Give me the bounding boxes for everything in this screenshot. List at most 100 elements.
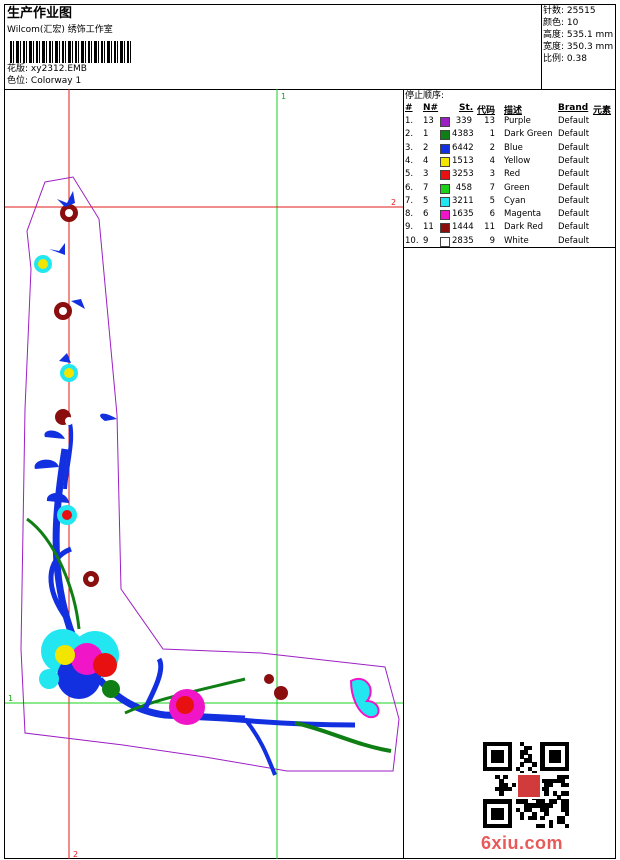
cell-brand: Default xyxy=(558,142,590,153)
small-flower-6 xyxy=(57,505,77,525)
cell-code: 1 xyxy=(489,129,495,140)
qr-module xyxy=(483,766,488,771)
qr-module xyxy=(507,823,512,829)
color-swatch xyxy=(440,210,450,221)
qr-module xyxy=(556,758,562,763)
cell-code: 11 xyxy=(484,222,495,233)
qr-module xyxy=(503,782,508,788)
qr-module xyxy=(499,778,504,784)
stat-row: 高度: 535.1 mm xyxy=(543,30,613,41)
qr-module xyxy=(552,750,557,755)
cell-needle: 3 xyxy=(423,169,429,180)
qr-module xyxy=(544,811,549,816)
qr-module xyxy=(560,791,566,796)
qr-module xyxy=(519,750,525,755)
qr-module xyxy=(540,754,545,759)
qr-module xyxy=(483,746,488,751)
qr-module xyxy=(540,766,545,771)
qr-module xyxy=(495,823,500,829)
small-flower-5 xyxy=(55,409,73,425)
cell-description: Red xyxy=(504,169,521,180)
qr-module xyxy=(528,754,533,759)
qr-module xyxy=(519,742,525,747)
qr-module xyxy=(483,811,488,816)
qr-module xyxy=(556,742,562,747)
qr-module xyxy=(552,799,557,804)
leaf-2 xyxy=(44,430,65,439)
qr-module xyxy=(544,807,549,812)
cell-code: 3 xyxy=(489,169,495,180)
qr-module xyxy=(528,758,533,763)
qr-module xyxy=(564,799,570,804)
qr-module xyxy=(544,787,549,792)
cell-description: Green xyxy=(504,182,530,193)
color-swatch xyxy=(440,236,450,247)
qr-module xyxy=(483,815,488,821)
qr-module xyxy=(564,791,570,796)
qr-module xyxy=(548,742,553,747)
qr-module xyxy=(491,815,496,821)
qr-module xyxy=(544,791,549,796)
qr-module xyxy=(560,742,566,747)
qr-module xyxy=(519,799,525,804)
small-flower-3 xyxy=(54,299,85,320)
qr-module xyxy=(556,815,562,821)
qr-module xyxy=(495,799,500,804)
butterfly xyxy=(349,678,380,719)
cell-needle: 5 xyxy=(423,195,429,206)
qr-module xyxy=(556,750,562,755)
qr-module xyxy=(515,799,521,804)
cell-needle: 13 xyxy=(423,116,434,126)
qr-module xyxy=(515,807,521,812)
cell-brand: Default xyxy=(558,116,590,126)
qr-module xyxy=(552,791,557,796)
company-name: Wilcom(汇宏) 绣饰工作室 xyxy=(7,25,113,35)
qr-module xyxy=(495,758,500,763)
qr-module xyxy=(483,742,488,747)
col-stitches: St. xyxy=(459,103,474,113)
qr-module xyxy=(548,819,553,825)
qr-module xyxy=(491,742,496,747)
qr-module xyxy=(540,746,545,751)
qr-module xyxy=(532,803,537,808)
qr-module xyxy=(495,774,500,780)
design-outline xyxy=(20,176,400,772)
qr-module xyxy=(528,803,533,808)
col-brand: Brand xyxy=(558,103,589,113)
col-index: # xyxy=(405,103,413,113)
qr-module xyxy=(548,803,553,808)
qr-module xyxy=(544,782,549,788)
qr-module xyxy=(536,823,541,829)
cell-description: Blue xyxy=(504,142,523,153)
qr-module xyxy=(507,811,512,816)
cell-brand: Default xyxy=(558,182,590,193)
qr-module xyxy=(523,750,529,755)
qr-module xyxy=(507,807,512,812)
stem-curl xyxy=(48,546,73,621)
cell-stitches: 339 xyxy=(455,116,472,126)
qr-module xyxy=(495,766,500,771)
qr-module xyxy=(499,758,504,763)
cell-description: Dark Green xyxy=(504,129,553,140)
qr-module xyxy=(503,766,508,771)
qr-module xyxy=(540,803,545,808)
qr-module xyxy=(528,815,533,821)
cell-code: 13 xyxy=(484,116,495,126)
qr-module xyxy=(499,823,504,829)
qr-module xyxy=(507,750,512,755)
red-seal xyxy=(516,773,542,799)
qr-module xyxy=(483,823,488,829)
qr-module xyxy=(491,811,496,816)
qr-module xyxy=(491,807,496,812)
qr-module xyxy=(540,799,545,804)
col-needle: N# xyxy=(423,103,439,113)
qr-module xyxy=(564,746,570,751)
colorway-label: 色位: xyxy=(7,76,29,86)
qr-module xyxy=(499,811,504,816)
header-bottom-rule xyxy=(5,89,615,90)
leaf-1 xyxy=(100,413,117,421)
panel-divider xyxy=(403,89,404,858)
qr-module xyxy=(495,807,500,812)
qr-module xyxy=(556,795,562,800)
qr-module xyxy=(507,815,512,821)
